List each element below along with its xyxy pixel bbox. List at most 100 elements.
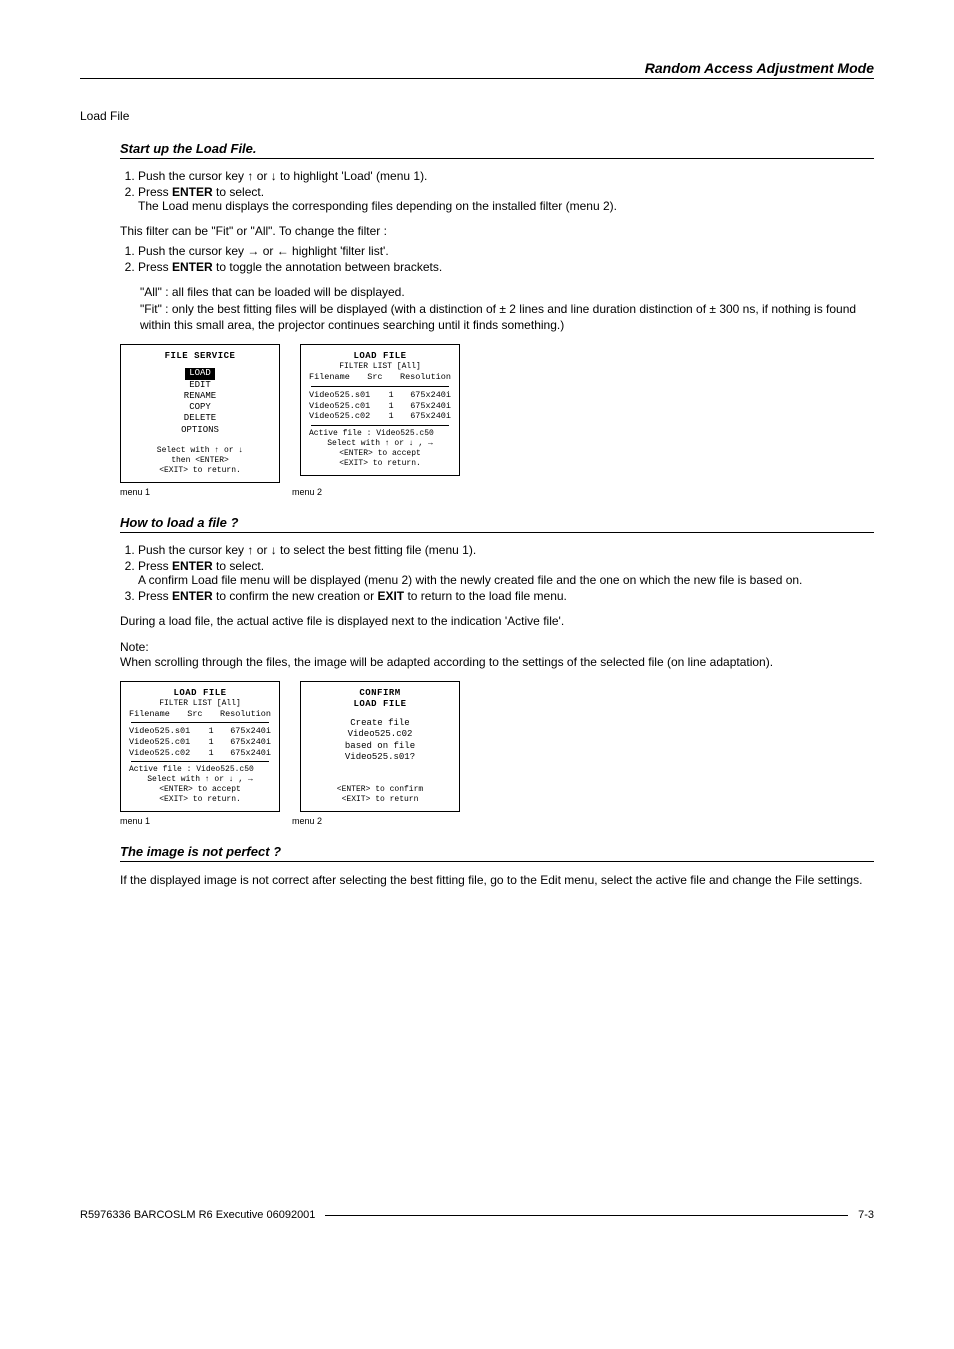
notperfect-text: If the displayed image is not correct af… [120,872,874,889]
confirm-line: Create file [305,718,455,729]
enter-key: ENTER [172,589,213,603]
menu-title: LOAD FILE [305,351,455,362]
text: to toggle the annotation between bracket… [213,260,443,274]
col: Src [367,372,382,383]
menu-row-2: LOAD FILE FILTER LIST [All] Filename Src… [120,681,874,813]
menu-item: EDIT [125,380,275,391]
confirm-line: based on file [305,741,455,752]
file-row: Video525.c021675x240i [305,411,455,422]
text: to return to the load file menu. [404,589,567,603]
sub-startup-title: Start up the Load File. [120,141,874,159]
text: to select. [213,185,264,199]
file-row: Video525.s011675x240i [305,390,455,401]
menu-hint: <EXIT> to return. [125,466,275,476]
active-file: Active file : Video525.c50 [305,429,455,439]
enter-key: ENTER [172,185,213,199]
label: menu 1 [120,816,272,826]
startup-steps: Push the cursor key ↑ or ↓ to highlight … [120,169,874,213]
menu-labels-2: menu 1 menu 2 [120,816,874,826]
menu-hint: Select with ↑ or ↓ [125,446,275,456]
menu-hint: Select with ↑ or ↓ , → [305,439,455,449]
menu-item: RENAME [125,391,275,402]
fname: Video525.c02 [129,748,201,759]
col: Filename [129,709,170,720]
menu-hint: <ENTER> to accept [125,785,275,795]
confirm-line: Video525.c02 [305,729,455,740]
fname: Video525.c01 [129,737,201,748]
col: Src [187,709,202,720]
footer-right: 7-3 [858,1209,874,1221]
load-file-menu: LOAD FILE FILTER LIST [All] Filename Src… [300,344,460,476]
load-file-menu-2: LOAD FILE FILTER LIST [All] Filename Src… [120,681,280,813]
src: 1 [381,411,401,422]
label: menu 1 [120,487,272,497]
col: Resolution [220,709,271,720]
footer-line [325,1215,848,1216]
sub-howtoload-title: How to load a file ? [120,515,874,533]
res: 675x240i [401,411,451,422]
label: menu 2 [292,487,444,497]
res: 675x240i [221,737,271,748]
step: Press ENTER to confirm the new creation … [138,589,874,603]
menu-hint: <ENTER> to confirm [305,785,455,795]
fit-line: "Fit" : only the best fitting files will… [140,301,874,335]
text: Press [138,185,172,199]
during-text: During a load file, the actual active fi… [120,613,874,630]
all-line: "All" : all files that can be loaded wil… [140,284,874,301]
menu-hint: <EXIT> to return. [125,795,275,805]
menu-item: COPY [125,402,275,413]
file-row: Video525.s011675x240i [125,726,275,737]
text: Press [138,260,172,274]
section-load-file: Load File [80,109,874,123]
filter-list: FILTER LIST [All] [305,362,455,372]
step: Push the cursor key → or ← highlight 'fi… [138,244,874,258]
sub-notperfect-title: The image is not perfect ? [120,844,874,862]
fname: Video525.s01 [129,726,201,737]
page-header: Random Access Adjustment Mode [80,60,874,79]
step: Press ENTER to select. A confirm Load fi… [138,559,874,587]
text: to select. [213,559,264,573]
res: 675x240i [401,390,451,401]
howtoload-steps: Push the cursor key ↑ or ↓ to select the… [120,543,874,603]
text: Press [138,559,172,573]
filter-list: FILTER LIST [All] [125,699,275,709]
src: 1 [201,737,221,748]
col: Filename [309,372,350,383]
text: Press [138,589,172,603]
file-row: Video525.c021675x240i [125,748,275,759]
columns: Filename Src Resolution [125,709,275,720]
menu-hint: <ENTER> to accept [305,449,455,459]
menu-title: CONFIRM [305,688,455,699]
exit-key: EXIT [377,589,404,603]
menu-hint: then <ENTER> [125,456,275,466]
file-row: Video525.c011675x240i [125,737,275,748]
src: 1 [381,390,401,401]
step: Press ENTER to toggle the annotation bet… [138,260,874,274]
menu-item: OPTIONS [125,425,275,436]
res: 675x240i [221,748,271,759]
menu-title: LOAD FILE [125,688,275,699]
text: to confirm the new creation or [213,589,378,603]
menu-labels-1: menu 1 menu 2 [120,487,874,497]
menu-item: DELETE [125,413,275,424]
menu-hint: <EXIT> to return. [305,459,455,469]
menu-hint: Select with ↑ or ↓ , → [125,775,275,785]
file-row: Video525.c011675x240i [305,401,455,412]
enter-key: ENTER [172,559,213,573]
res: 675x240i [401,401,451,412]
changefilter-intro: This filter can be "Fit" or "All". To ch… [120,223,874,240]
page-footer: R5976336 BARCOSLM R6 Executive 06092001 … [80,1209,874,1221]
fname: Video525.c02 [309,411,381,422]
text: The Load menu displays the corresponding… [138,199,617,213]
note-label: Note: [120,640,874,654]
step: Push the cursor key ↑ or ↓ to select the… [138,543,874,557]
menu-title: LOAD FILE [305,699,455,710]
confirm-line: Video525.s01? [305,752,455,763]
step: Press ENTER to select. The Load menu dis… [138,185,874,213]
src: 1 [201,726,221,737]
menu-title: FILE SERVICE [125,351,275,362]
active-file: Active file : Video525.c50 [125,765,275,775]
menu-item-load: LOAD [185,368,215,379]
columns: Filename Src Resolution [305,372,455,383]
fname: Video525.c01 [309,401,381,412]
